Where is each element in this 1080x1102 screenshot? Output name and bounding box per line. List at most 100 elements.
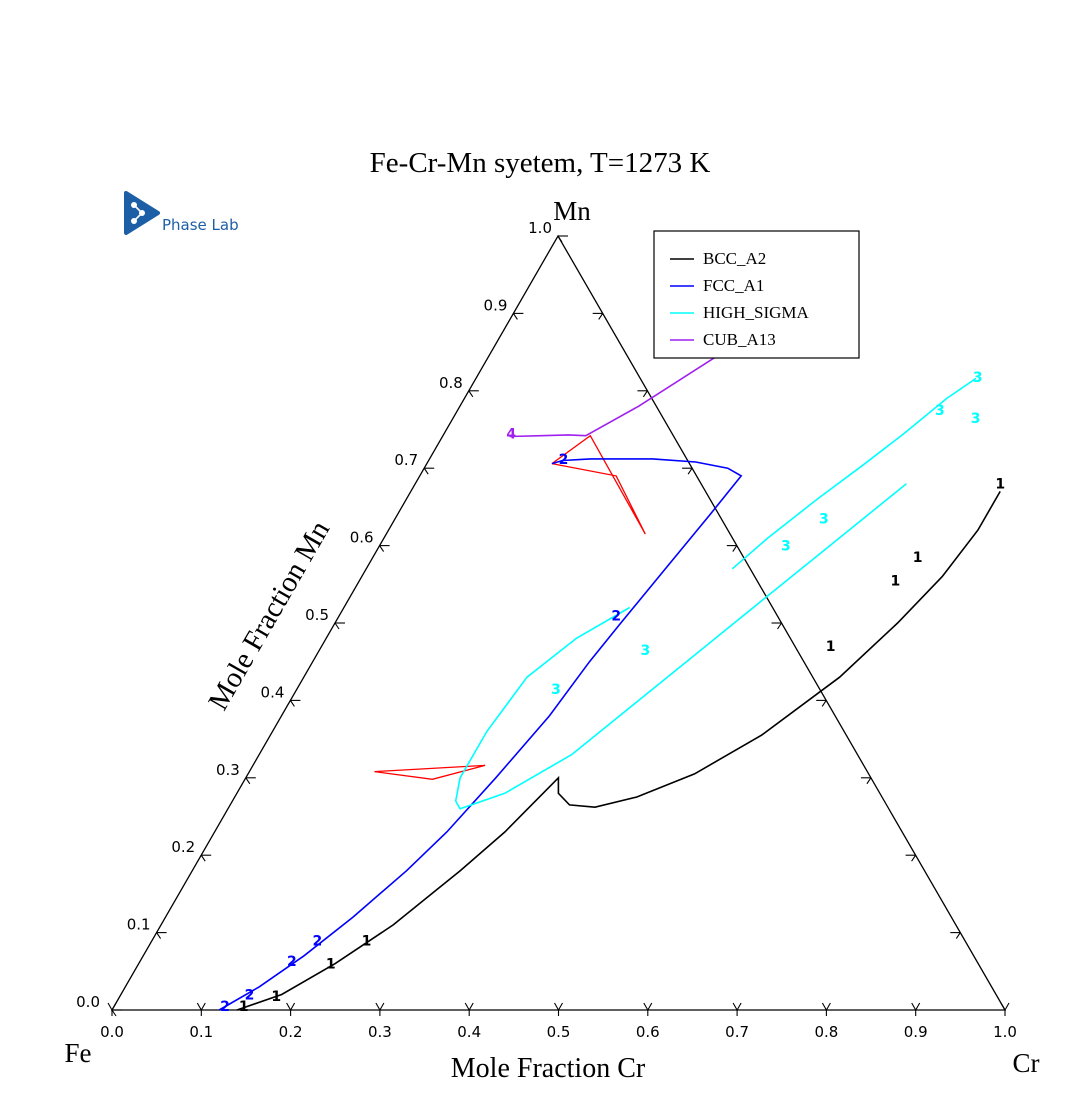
tick-right [955, 932, 961, 939]
tick-left [245, 777, 251, 785]
series-marker-high-sigma: 3 [935, 403, 945, 419]
series-line-high-sigma [731, 377, 977, 570]
tick-label-mn: 0.7 [394, 451, 418, 469]
series-marker-high-sigma: 3 [819, 512, 829, 528]
tick-bottom [375, 1002, 381, 1011]
tick-bottom [196, 1002, 202, 1011]
tick-label-cr: 0.7 [725, 1023, 749, 1041]
tick-marks [107, 235, 1010, 1017]
tick-bottom [647, 1002, 653, 1011]
tick-bottom [732, 1002, 738, 1011]
tick-left [289, 700, 295, 707]
tick-bottom [464, 1002, 470, 1011]
tick-label-cr: 1.0 [993, 1023, 1017, 1041]
series-marker-bcc-a2: 1 [326, 957, 336, 973]
series-marker-high-sigma: 3 [971, 411, 981, 427]
corner-label-mn: Mn [553, 196, 591, 226]
series-marker-fcc-a1: 2 [559, 452, 569, 468]
tick-right [598, 313, 604, 320]
series-marker-bcc-a2: 1 [890, 573, 900, 589]
tick-label-mn: 0.1 [127, 916, 151, 934]
tick-bottom [1004, 1002, 1010, 1011]
tick-label-mn: 0.4 [261, 683, 285, 701]
legend: BCC_A2 FCC_A1 HIGH_SIGMA CUB_A13 [653, 230, 860, 359]
tick-bottom [821, 1002, 827, 1011]
tick-labels: 0.00.0 0.1 0.1 0.2 0.2 0.3 0.3 0.4 0.4 0.5 0.5 0.6 0… [76, 219, 1017, 1041]
corner-label-fe: Fe [65, 1038, 92, 1068]
play-icon [124, 191, 160, 235]
tick-label-mn: 0.3 [216, 761, 240, 779]
tick-left [423, 467, 429, 475]
tick-label-mn: 0.0 [76, 993, 100, 1011]
tick-bottom [111, 1002, 117, 1011]
tick-bottom [107, 1002, 113, 1011]
tick-label-mn: 0.2 [171, 838, 195, 856]
series-marker-fcc-a1: 2 [312, 933, 322, 949]
legend-entry-high-sigma: HIGH_SIGMA [703, 303, 810, 322]
tick-right [687, 467, 693, 475]
legend-box [653, 230, 860, 359]
tick-bottom [1000, 1002, 1006, 1011]
series-marker-high-sigma: 3 [640, 643, 650, 659]
corner-label-cr: Cr [1013, 1048, 1040, 1078]
tick-right [777, 622, 782, 630]
tick-left [557, 235, 563, 243]
series-marker-high-sigma: 3 [973, 370, 983, 386]
tie-triangle-upper [551, 434, 646, 535]
tick-label-cr: 0.8 [814, 1023, 838, 1041]
tick-label-cr: 0.2 [279, 1023, 303, 1041]
series-line-fcc-a1 [218, 458, 743, 1011]
logo-text: Phase Lab [162, 216, 239, 234]
tick-label-cr: 0.6 [636, 1023, 660, 1041]
series-marker-fcc-a1: 2 [245, 988, 255, 1004]
series-marker-cub-a13: 4 [506, 426, 516, 442]
tick-bottom [825, 1002, 831, 1011]
series-marker-bcc-a2: 1 [995, 477, 1005, 493]
series-marker-fcc-a1: 2 [220, 999, 230, 1015]
tick-left [200, 854, 206, 862]
series-line-high-sigma [454, 483, 907, 810]
tie-lines [374, 434, 646, 780]
series-marker-bcc-a2: 1 [362, 933, 372, 949]
phase-lab-logo: Phase Lab [122, 190, 252, 242]
tick-label-cr: 0.9 [904, 1023, 928, 1041]
tick-bottom [286, 1002, 292, 1011]
tick-bottom [911, 1002, 917, 1011]
legend-entry-fcc-a1: FCC_A1 [703, 276, 764, 295]
tick-left [468, 390, 474, 398]
tick-bottom [558, 1002, 563, 1011]
tick-left [334, 622, 340, 630]
series-marker-fcc-a1: 2 [287, 954, 297, 970]
tick-label-mn: 1.0 [528, 219, 552, 237]
tick-bottom [554, 1002, 559, 1011]
tick-bottom [200, 1002, 206, 1011]
tick-bottom [290, 1002, 296, 1011]
x-axis-label: Mole Fraction Cr [451, 1053, 646, 1084]
phase-boundaries [218, 308, 1001, 1011]
tick-bottom [915, 1002, 921, 1011]
series-marker-bcc-a2: 1 [913, 550, 923, 566]
series-markers: 111111112222223333333444 [220, 303, 1005, 1016]
tick-bottom [379, 1002, 385, 1011]
tick-right [866, 777, 872, 785]
tick-right [642, 390, 648, 398]
series-marker-high-sigma: 3 [551, 682, 561, 698]
series-marker-fcc-a1: 2 [611, 608, 621, 624]
legend-entry-cub-a13: CUB_A13 [703, 330, 776, 349]
series-line-bcc-a2 [236, 491, 1001, 1011]
tick-label-mn: 0.6 [350, 529, 374, 547]
tick-bottom [468, 1002, 474, 1011]
tick-left [512, 313, 518, 320]
series-marker-bcc-a2: 1 [239, 999, 249, 1015]
tick-left [111, 1009, 117, 1017]
legend-entry-bcc-a2: BCC_A2 [703, 249, 766, 268]
series-marker-bcc-a2: 1 [826, 639, 836, 655]
tick-label-mn: 0.5 [305, 606, 329, 624]
tick-label-mn: 0.9 [484, 296, 508, 314]
tick-bottom [643, 1002, 649, 1011]
series-marker-bcc-a2: 1 [271, 989, 281, 1005]
tick-label-cr: 0.3 [368, 1023, 392, 1041]
tick-left [379, 545, 385, 552]
tick-label-mn: 0.8 [439, 374, 463, 392]
